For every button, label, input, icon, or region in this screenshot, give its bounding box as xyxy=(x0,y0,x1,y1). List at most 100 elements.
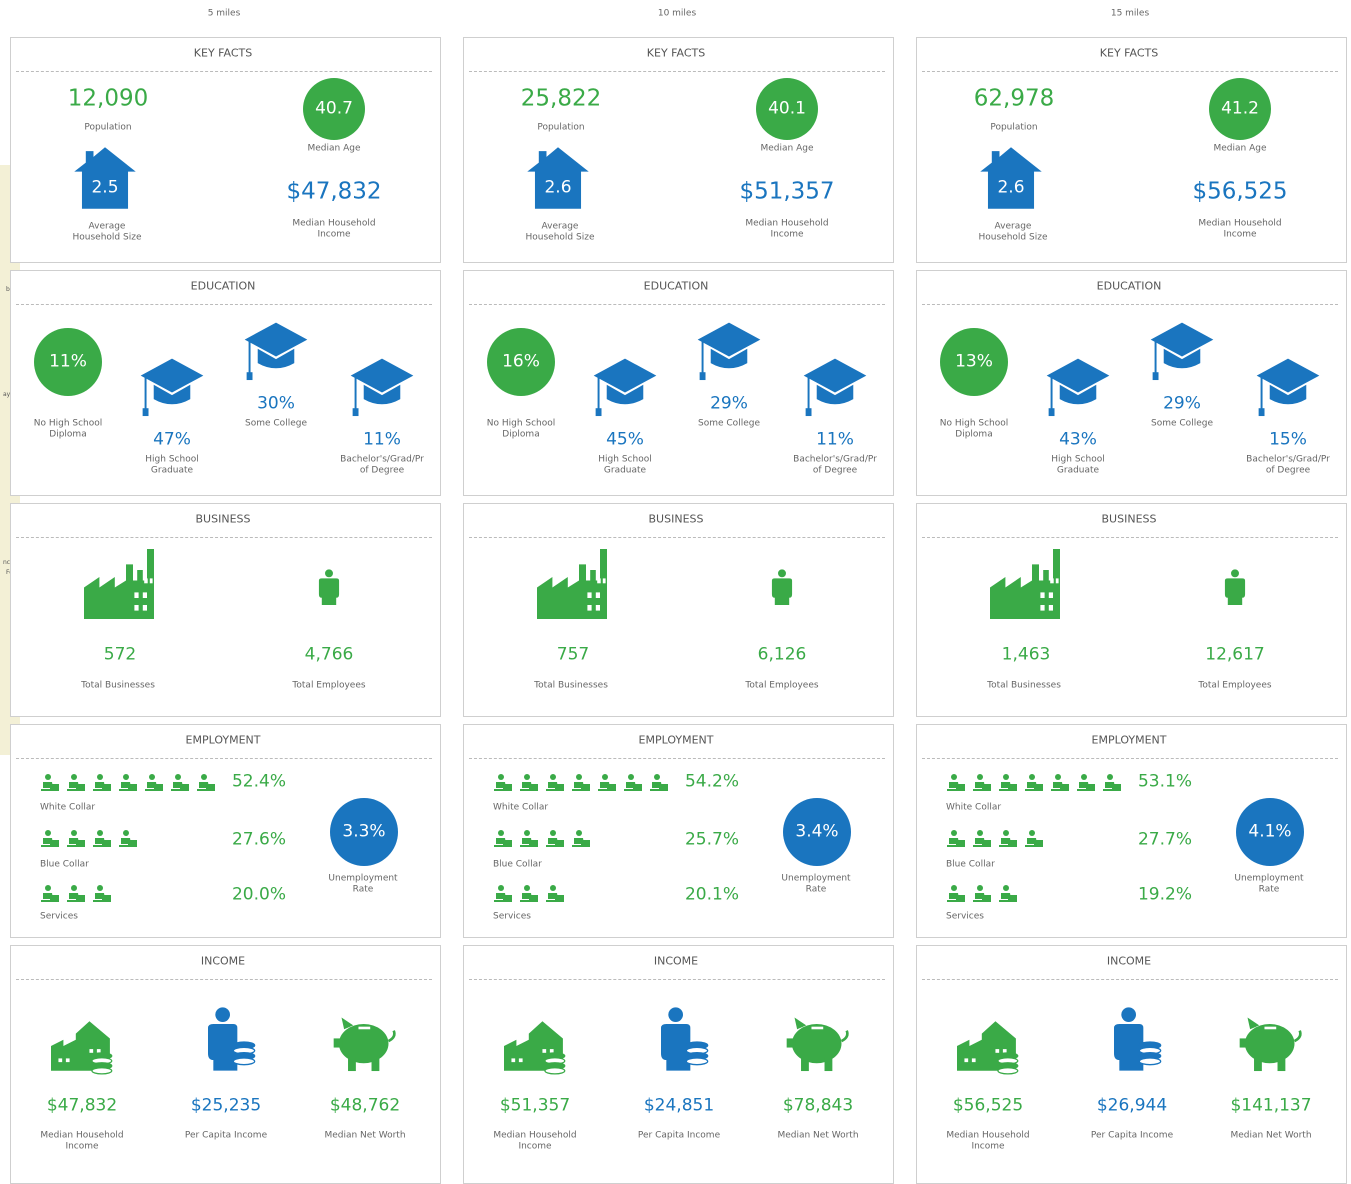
worker-icon-part xyxy=(119,829,137,847)
worker-icon-part xyxy=(572,829,590,847)
value: 47% xyxy=(153,432,191,449)
worker-icon-part xyxy=(1051,773,1069,791)
label: Rate xyxy=(1259,886,1280,895)
worker-icon-part xyxy=(41,884,59,902)
label: Per Capita Income xyxy=(1091,1132,1173,1141)
label: Population xyxy=(990,124,1037,133)
cap-icon-part xyxy=(702,340,704,374)
piggy-icon-part xyxy=(348,1057,356,1071)
worker-icon xyxy=(598,773,616,795)
factory-icon xyxy=(984,549,1066,623)
piggy-icon-part xyxy=(1245,1024,1295,1063)
value: 19.2% xyxy=(1138,887,1192,904)
cap-icon-part xyxy=(591,356,659,418)
value: 12,090 xyxy=(68,88,148,111)
divider xyxy=(469,304,885,305)
per-capita-icon-part xyxy=(233,1058,254,1065)
worker-icon-part xyxy=(1003,885,1009,891)
cap-icon-part xyxy=(247,372,253,380)
label: Rate xyxy=(806,886,827,895)
cap-icon-part xyxy=(1155,340,1157,374)
cap-icon-part xyxy=(804,359,867,393)
worker-icon-part xyxy=(973,845,991,847)
worker-icon-part xyxy=(598,773,616,791)
worker-icon-part xyxy=(550,885,556,891)
section-title: KEY FACTS xyxy=(1100,48,1158,59)
section-title: BUSINESS xyxy=(196,514,251,525)
divider xyxy=(469,71,885,72)
piggy-icon-part xyxy=(1254,1057,1262,1071)
worker-icon-part xyxy=(93,829,111,847)
label: Bachelor's/Grad/Pr xyxy=(340,456,424,465)
label: Bachelor's/Grad/Pr xyxy=(793,456,877,465)
divider xyxy=(922,537,1338,538)
value: $56,525 xyxy=(1192,181,1287,204)
income-house-icon-part xyxy=(995,1049,999,1053)
value: 62,978 xyxy=(974,88,1054,111)
value: 41.2 xyxy=(1221,101,1259,118)
label: High School xyxy=(598,456,651,465)
cap-icon-part xyxy=(351,359,414,393)
worker-icon-part xyxy=(41,845,59,847)
piggy-icon-part xyxy=(372,1057,380,1071)
worker-icon-part xyxy=(973,829,991,847)
worker-icon-part xyxy=(999,884,1017,902)
value: 20.1% xyxy=(685,887,739,904)
worker-icon xyxy=(1077,773,1095,795)
label: Total Employees xyxy=(745,682,818,691)
person-icon xyxy=(1217,555,1253,623)
divider xyxy=(16,758,432,759)
piggy-icon-part xyxy=(841,1031,847,1041)
section-title: EMPLOYMENT xyxy=(1092,735,1167,746)
divider xyxy=(16,304,432,305)
section-title: BUSINESS xyxy=(649,514,704,525)
worker-icon-part xyxy=(524,830,530,836)
worker-icon xyxy=(520,884,538,906)
label: Median Household xyxy=(745,220,828,229)
label: Average xyxy=(542,223,579,232)
piggy-icon-part xyxy=(780,1011,856,1073)
label: of Degree xyxy=(813,467,857,476)
label: Population xyxy=(84,124,131,133)
person-icon-part xyxy=(764,555,800,619)
worker-icon xyxy=(67,773,85,795)
label: Income xyxy=(317,231,350,240)
value: 757 xyxy=(557,647,589,664)
piggy-icon-part xyxy=(327,1011,403,1073)
worker-icon-part xyxy=(197,773,215,791)
worker-icon-part xyxy=(977,774,983,780)
piggy-icon-part xyxy=(1278,1057,1286,1071)
per-capita-icon-part xyxy=(215,1007,230,1022)
worker-icon xyxy=(1025,829,1043,851)
label: Bachelor's/Grad/Pr xyxy=(1246,456,1330,465)
worker-icon-part xyxy=(999,773,1017,791)
worker-icon-part xyxy=(494,884,512,902)
factory-icon xyxy=(531,549,613,623)
factory-icon-part xyxy=(596,592,600,598)
worker-icon-part xyxy=(41,789,59,791)
worker-icon-part xyxy=(201,774,207,780)
factory-icon-part xyxy=(1040,592,1044,598)
worker-icon-part xyxy=(951,830,957,836)
worker-icon xyxy=(197,773,215,795)
cap-icon-part xyxy=(1051,376,1053,410)
worker-icon-part xyxy=(41,829,59,847)
factory-icon xyxy=(78,549,160,623)
piggy-icon xyxy=(1233,1011,1309,1077)
label: Per Capita Income xyxy=(185,1132,267,1141)
value: 27.7% xyxy=(1138,832,1192,849)
worker-icon xyxy=(1051,773,1069,795)
worker-icon xyxy=(1025,773,1043,795)
worker-icon-part xyxy=(67,845,85,847)
worker-icon-part xyxy=(951,885,957,891)
cap-icon-part xyxy=(596,408,602,416)
label: Median Age xyxy=(1213,145,1266,154)
piggy-icon-part xyxy=(1233,1011,1309,1073)
value: 2.6 xyxy=(997,180,1024,197)
label: Diploma xyxy=(955,431,992,440)
worker-icon xyxy=(947,773,965,795)
divider xyxy=(16,979,432,980)
worker-icon-part xyxy=(498,774,504,780)
worker-icon-part xyxy=(572,845,590,847)
worker-icon-part xyxy=(550,830,556,836)
